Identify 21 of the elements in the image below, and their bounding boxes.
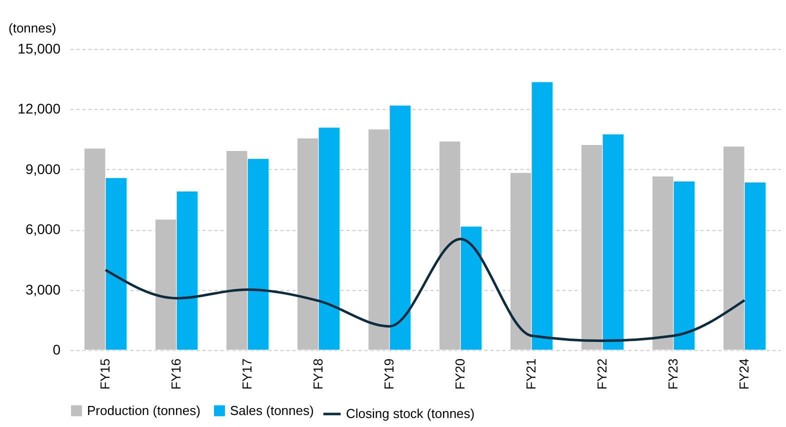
x-tick-label: FY16 — [168, 358, 184, 390]
x-tick-label: FY20 — [452, 358, 468, 390]
y-tick-label: 12,000 — [18, 100, 61, 117]
y-tick-label: 3,000 — [25, 281, 61, 298]
y-axis-title: (tonnes) — [8, 20, 56, 36]
x-tick-label: FY17 — [240, 358, 254, 390]
x-tick-label: FY22 — [594, 358, 610, 390]
x-tick-label: FY15 — [98, 358, 112, 390]
x-tick-label: FY21 — [524, 358, 538, 390]
y-tick-label: 9,000 — [25, 160, 61, 177]
y-tick-label: 0 — [52, 342, 61, 358]
x-tick-label: FY23 — [666, 358, 680, 390]
legend-label: Production (tonnes) — [87, 402, 200, 418]
x-tick-label: FY19 — [382, 358, 396, 390]
y-tick-label: 15,000 — [18, 40, 61, 56]
legend-label: Closing stock (tonnes) — [346, 406, 475, 421]
y-tick-label: 6,000 — [25, 221, 61, 238]
x-tick-label: FY18 — [310, 358, 326, 390]
line-series — [104, 238, 746, 342]
legend-label: Sales (tonnes) — [230, 402, 314, 418]
x-tick-label: FY24 — [736, 358, 752, 390]
